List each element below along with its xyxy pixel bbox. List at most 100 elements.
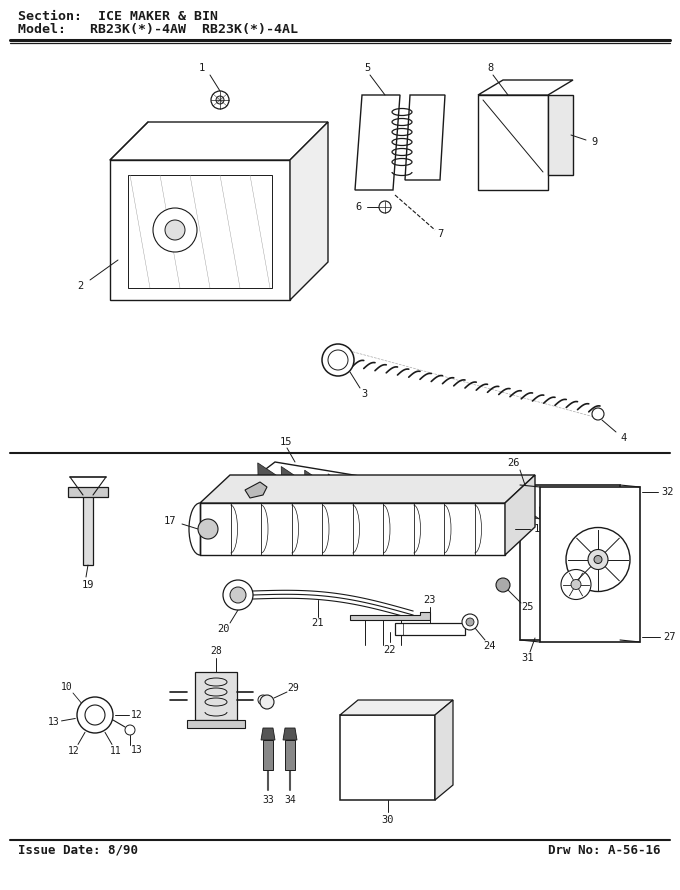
Polygon shape [435,700,453,800]
Text: 11: 11 [110,747,122,756]
Circle shape [216,96,224,104]
Polygon shape [200,475,535,503]
Circle shape [571,579,581,589]
Polygon shape [68,487,108,497]
Text: 28: 28 [210,646,222,656]
Polygon shape [340,715,435,800]
Polygon shape [492,499,516,515]
Text: 32: 32 [662,487,675,497]
Polygon shape [283,728,297,740]
Text: 13: 13 [131,745,143,755]
Polygon shape [290,122,328,300]
Text: 3: 3 [361,389,367,399]
Text: 19: 19 [82,580,95,590]
Polygon shape [540,487,640,642]
Polygon shape [263,740,273,770]
Text: 22: 22 [384,645,396,655]
Polygon shape [586,514,610,530]
Text: Section:  ICE MAKER & BIN: Section: ICE MAKER & BIN [18,10,218,22]
Circle shape [260,695,274,709]
Text: 4: 4 [621,433,627,443]
Text: 21: 21 [311,618,324,628]
Polygon shape [548,95,573,175]
Polygon shape [110,160,290,300]
Polygon shape [539,506,563,522]
Text: 12: 12 [68,747,80,756]
Polygon shape [285,740,295,770]
Polygon shape [83,495,93,565]
Text: 16: 16 [622,540,634,550]
Polygon shape [478,95,548,190]
Circle shape [594,555,602,563]
Polygon shape [352,478,375,493]
Polygon shape [110,122,328,160]
Circle shape [379,201,391,213]
Text: 14: 14 [219,505,231,515]
Polygon shape [520,485,620,640]
Text: 6: 6 [356,202,362,212]
Circle shape [592,408,604,420]
Polygon shape [305,470,328,486]
Text: 20: 20 [218,624,231,634]
Polygon shape [563,511,587,526]
Text: 9: 9 [591,137,597,147]
Text: 15: 15 [279,437,292,447]
Text: 5: 5 [364,63,370,73]
Text: 33: 33 [262,795,274,805]
Polygon shape [328,473,352,490]
Polygon shape [200,503,505,555]
Text: 25: 25 [521,602,533,612]
Polygon shape [395,623,465,635]
Text: 23: 23 [424,595,437,605]
Polygon shape [445,492,469,508]
Polygon shape [478,80,573,95]
Circle shape [153,208,197,252]
Text: 8: 8 [487,63,493,73]
Circle shape [561,570,591,600]
Polygon shape [422,489,445,505]
Circle shape [165,220,185,240]
Polygon shape [398,485,422,501]
Polygon shape [340,700,453,715]
Polygon shape [505,475,535,555]
Circle shape [466,618,474,626]
Text: 12: 12 [131,710,143,720]
Circle shape [496,578,510,592]
Circle shape [85,705,105,725]
Text: 27: 27 [664,632,676,642]
Text: 13: 13 [48,717,60,727]
Text: 30: 30 [381,815,394,825]
Polygon shape [195,672,237,720]
Text: 29: 29 [287,683,299,693]
Text: 34: 34 [284,795,296,805]
Text: 24: 24 [483,641,496,651]
Polygon shape [258,463,282,479]
Text: Model:   RB23K(*)-4AW  RB23K(*)-4AL: Model: RB23K(*)-4AW RB23K(*)-4AL [18,23,298,36]
Circle shape [462,614,478,630]
Text: 2: 2 [77,281,83,291]
Text: Drw No: A-56-16: Drw No: A-56-16 [547,844,660,856]
Text: 17: 17 [164,516,176,526]
Polygon shape [258,462,625,530]
Polygon shape [405,95,445,180]
Polygon shape [469,496,493,512]
Polygon shape [128,175,272,288]
Polygon shape [282,466,305,482]
Circle shape [77,697,113,733]
Polygon shape [261,728,275,740]
Circle shape [566,528,630,592]
Polygon shape [245,482,267,498]
Text: 1: 1 [199,63,205,73]
Circle shape [258,695,268,705]
Text: Issue Date: 8/90: Issue Date: 8/90 [18,844,138,856]
Text: 10: 10 [61,682,73,692]
Circle shape [211,91,229,109]
Circle shape [322,344,354,376]
Text: 7: 7 [437,229,443,239]
Polygon shape [516,503,540,519]
Polygon shape [375,481,398,497]
Circle shape [125,725,135,735]
Circle shape [198,519,218,539]
Circle shape [230,587,246,603]
Text: 18: 18 [534,524,546,534]
